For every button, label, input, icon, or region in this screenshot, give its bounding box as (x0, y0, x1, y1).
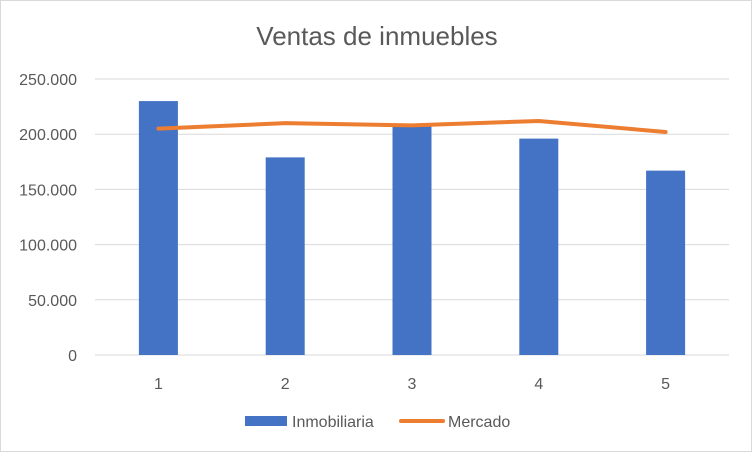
bar (392, 126, 432, 355)
x-axis-ticks: 1 2 3 4 5 (154, 376, 670, 393)
x-tick-label: 2 (281, 376, 290, 393)
bar (138, 101, 178, 355)
x-tick-label: 1 (154, 376, 163, 393)
legend-label: Mercado (448, 414, 510, 431)
legend-swatch-bar (245, 416, 287, 426)
bar-series-inmobiliaria (138, 101, 686, 355)
legend-label: Inmobiliaria (292, 414, 374, 431)
x-tick-label: 3 (408, 376, 417, 393)
bar (646, 170, 686, 355)
y-tick-label: 50.000 (28, 293, 77, 310)
bar (265, 157, 305, 355)
x-tick-label: 4 (534, 376, 543, 393)
chart-title: Ventas de inmuebles (256, 21, 497, 51)
legend: Inmobiliaria Mercado (245, 414, 510, 431)
y-tick-label: 100.000 (19, 238, 77, 255)
y-tick-label: 150.000 (19, 182, 77, 199)
y-tick-label: 200.000 (19, 127, 77, 144)
x-tick-label: 5 (661, 376, 670, 393)
y-tick-label: 0 (68, 348, 77, 365)
y-axis-ticks: 0 50.000 100.000 150.000 200.000 250.000 (19, 72, 77, 365)
series-line (156, 118, 668, 134)
y-tick-label: 250.000 (19, 72, 77, 89)
line-series-mercado (156, 118, 668, 134)
bar (519, 138, 559, 355)
